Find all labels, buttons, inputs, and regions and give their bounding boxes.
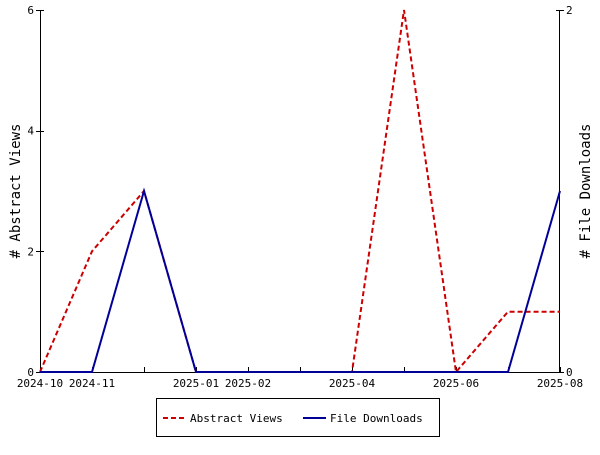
x-tick-label: 2025-01 <box>173 377 219 390</box>
x-tick-label: 2025-04 <box>329 377 376 390</box>
x-tick-label: 2024-11 <box>69 377 115 390</box>
legend-label-file-downloads: File Downloads <box>330 412 423 425</box>
x-tick-label: 2025-02 <box>225 377 271 390</box>
y-left-axis-title: # Abstract Views <box>8 124 24 259</box>
y-left-tick-label: 2 <box>27 245 34 258</box>
y-left-ticks: 0 2 4 6 <box>27 4 44 379</box>
x-ticks: 2024-10 2024-11 2025-01 2025-02 2025-04 2025-… <box>17 367 583 390</box>
y-right-axis-title: # File Downloads <box>578 124 594 259</box>
legend: Abstract Views File Downloads <box>156 398 440 437</box>
y-right-tick-label: 2 <box>566 4 573 17</box>
y-right-ticks: 02 <box>556 4 573 379</box>
plot-frame <box>40 10 560 373</box>
legend-box <box>156 398 440 437</box>
x-tick-label: 2024-10 <box>17 377 63 390</box>
series-line-file-downloads <box>40 187 561 373</box>
series-layer <box>39 9 561 375</box>
y-left-tick-label: 6 <box>27 4 34 17</box>
series-line-abstract-views <box>39 9 560 375</box>
x-tick-label: 2025-06 <box>433 377 479 390</box>
y-right-tick-label: 0 <box>566 366 573 379</box>
legend-label-abstract-views: Abstract Views <box>190 412 283 425</box>
y-left-tick-label: 0 <box>27 366 34 379</box>
x-tick-label: 2025-08 <box>537 377 583 390</box>
y-left-tick-label: 4 <box>27 125 34 138</box>
